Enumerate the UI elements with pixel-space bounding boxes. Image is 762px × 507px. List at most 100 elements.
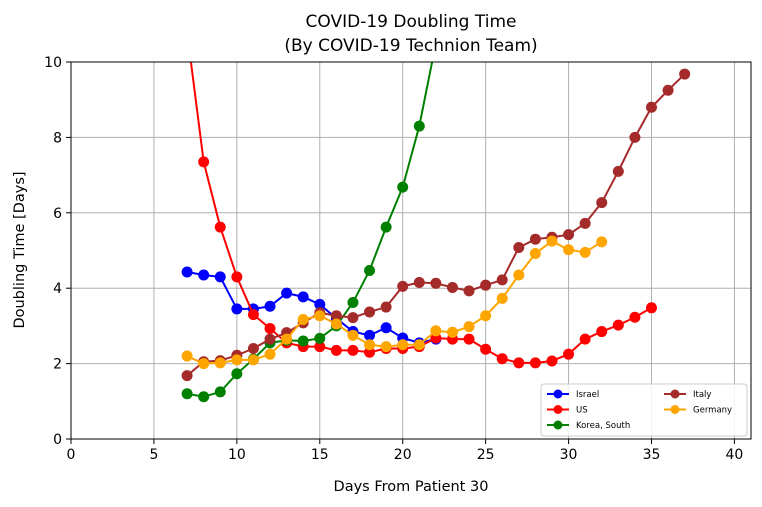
legend-item-germany: Germany xyxy=(664,405,732,416)
x-tick-label: 40 xyxy=(726,447,744,463)
chart-subtitle: (By COVID-19 Technion Team) xyxy=(284,36,537,56)
x-tick-label: 15 xyxy=(311,447,329,463)
data-point-us xyxy=(214,221,226,233)
data-point-israel xyxy=(231,303,243,315)
legend-label: Korea, South xyxy=(576,421,630,431)
legend-swatch-marker xyxy=(670,405,680,414)
legend-item-korea-south: Korea, South xyxy=(547,420,630,431)
legend: Israel US Korea, South Italy Germany xyxy=(540,383,748,437)
data-point-italy xyxy=(347,312,359,324)
y-tick-label: 10 xyxy=(44,55,62,71)
data-point-italy xyxy=(662,84,674,96)
data-point-italy xyxy=(446,281,458,293)
data-point-us xyxy=(496,353,508,365)
data-point-germany xyxy=(430,325,442,337)
data-point-germany xyxy=(529,248,541,260)
legend-swatch-marker xyxy=(553,420,563,430)
data-point-italy xyxy=(413,277,425,289)
y-tick-label: 4 xyxy=(53,281,62,297)
series-germany xyxy=(181,235,608,370)
data-point-israel xyxy=(181,266,193,278)
data-point-korea-south xyxy=(380,221,392,233)
series-us xyxy=(189,62,657,369)
data-point-germany xyxy=(297,313,309,325)
x-tick-label: 5 xyxy=(149,447,158,463)
x-axis-label: Days From Patient 30 xyxy=(334,479,489,495)
data-point-germany xyxy=(181,350,193,362)
data-point-italy xyxy=(645,101,657,113)
data-point-germany xyxy=(364,339,376,351)
data-point-germany xyxy=(463,321,475,333)
data-point-us xyxy=(563,348,575,360)
data-point-israel xyxy=(364,329,376,341)
data-point-italy xyxy=(496,274,508,286)
data-point-us xyxy=(612,319,624,331)
plot-frame xyxy=(70,61,752,440)
y-axis-label: Doubling Time [Days] xyxy=(12,171,28,328)
data-point-italy xyxy=(330,310,342,322)
data-point-italy xyxy=(463,285,475,297)
data-point-italy xyxy=(529,233,541,245)
x-tick-label: 20 xyxy=(394,447,412,463)
data-point-germany xyxy=(446,326,458,338)
data-point-germany xyxy=(380,341,392,353)
x-tick-label: 25 xyxy=(477,447,495,463)
data-point-us xyxy=(264,323,276,335)
data-point-korea-south xyxy=(397,181,409,193)
data-point-italy xyxy=(397,280,409,292)
x-tick-label: 0 xyxy=(67,447,76,463)
data-point-us xyxy=(596,326,608,338)
legend-label: Israel xyxy=(576,390,599,400)
data-point-italy xyxy=(563,229,575,241)
data-point-germany xyxy=(214,357,226,369)
data-point-us xyxy=(314,341,326,353)
data-point-italy xyxy=(579,217,591,229)
legend-item-israel: Israel xyxy=(547,389,599,400)
legend-item-us: US xyxy=(547,405,588,416)
grid xyxy=(70,61,751,440)
data-point-italy xyxy=(430,277,442,289)
x-tick-label: 10 xyxy=(228,447,246,463)
data-point-israel xyxy=(314,298,326,310)
data-point-italy xyxy=(596,197,608,209)
legend-swatch-marker xyxy=(553,405,563,414)
data-point-korea-south xyxy=(198,391,210,403)
data-point-italy xyxy=(364,306,376,318)
y-tick-label: 0 xyxy=(53,432,62,448)
y-tick-label: 2 xyxy=(53,357,62,373)
y-tick-label: 8 xyxy=(53,130,62,146)
legend-label: Italy xyxy=(693,390,711,400)
data-point-us xyxy=(463,333,475,345)
data-point-us xyxy=(529,357,541,369)
data-point-korea-south xyxy=(231,368,243,380)
data-point-germany xyxy=(330,318,342,330)
series-korea-south xyxy=(181,62,434,403)
data-point-us xyxy=(231,271,243,283)
data-point-korea-south xyxy=(314,332,326,344)
data-point-germany xyxy=(480,310,492,322)
data-point-italy xyxy=(629,131,641,143)
data-point-germany xyxy=(513,269,525,281)
data-point-us xyxy=(629,311,641,323)
data-point-germany xyxy=(314,310,326,322)
data-point-germany xyxy=(563,244,575,256)
data-point-us xyxy=(364,346,376,358)
data-point-germany xyxy=(247,354,259,366)
data-point-germany xyxy=(397,339,409,351)
data-point-us xyxy=(645,302,657,314)
data-point-korea-south xyxy=(214,386,226,398)
data-point-israel xyxy=(214,271,226,283)
data-point-italy xyxy=(264,333,276,345)
data-point-germany xyxy=(264,348,276,360)
x-tick-label: 35 xyxy=(643,447,661,463)
data-point-israel xyxy=(380,322,392,334)
y-tick-label: 6 xyxy=(53,206,62,222)
legend-swatch-marker xyxy=(553,389,563,399)
data-point-us xyxy=(347,344,359,356)
data-point-korea-south xyxy=(347,297,359,309)
data-point-germany xyxy=(413,339,425,351)
data-point-italy xyxy=(181,370,193,382)
data-point-us xyxy=(330,344,342,356)
legend-item-italy: Italy xyxy=(664,389,711,400)
